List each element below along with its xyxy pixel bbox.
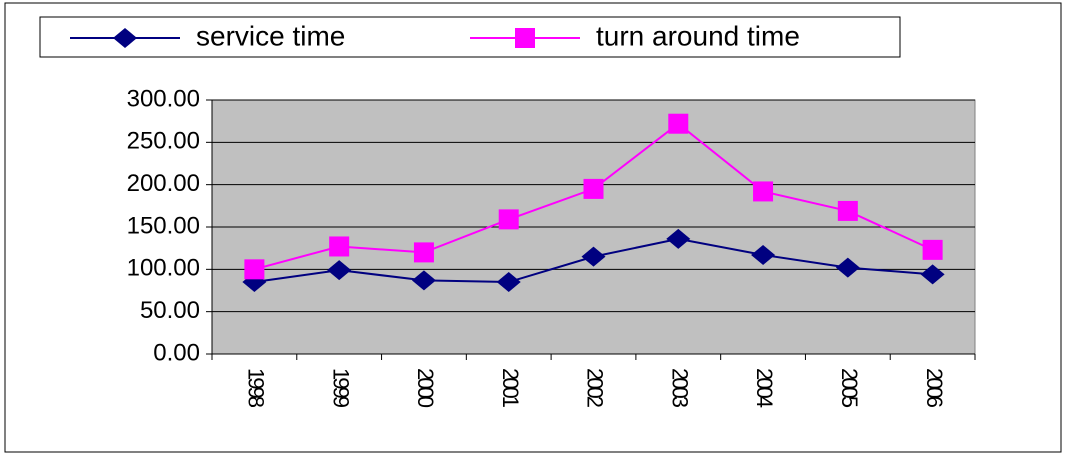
point — [583, 178, 604, 199]
point — [327, 260, 352, 281]
x-tick-label: 2001 — [498, 368, 523, 408]
point — [498, 209, 519, 230]
point — [411, 270, 436, 291]
point — [496, 272, 521, 293]
point — [837, 200, 858, 221]
y-tick-label: 300.00 — [127, 85, 200, 112]
point — [920, 264, 945, 285]
point — [666, 228, 691, 249]
x-tick-label: 1998 — [244, 368, 269, 408]
point — [244, 259, 265, 280]
x-tick-label: 2000 — [413, 368, 438, 408]
y-tick-label: 100.00 — [127, 255, 200, 282]
point — [835, 257, 860, 278]
point — [329, 236, 350, 257]
point — [751, 244, 776, 265]
x-tick-label: 2004 — [752, 368, 777, 408]
y-tick-label: 250.00 — [127, 128, 200, 155]
x-tick-label: 2003 — [667, 368, 692, 408]
legend-marker — [113, 28, 137, 48]
point — [581, 246, 606, 267]
y-tick-label: 150.00 — [127, 212, 200, 239]
legend-label: turn around time — [596, 20, 800, 51]
point — [922, 239, 943, 260]
legend-label: service time — [196, 20, 345, 51]
x-tick-label: 2002 — [583, 368, 608, 408]
point — [668, 113, 689, 134]
y-tick-label: 50.00 — [140, 297, 200, 324]
y-tick-label: 200.00 — [127, 170, 200, 197]
point — [413, 242, 434, 263]
legend-marker — [515, 28, 535, 48]
x-tick-label: 2005 — [837, 368, 862, 408]
x-tick-label: 1999 — [328, 368, 353, 408]
y-tick-label: 0.00 — [153, 339, 200, 366]
point — [753, 181, 774, 202]
x-tick-label: 2006 — [922, 368, 947, 408]
